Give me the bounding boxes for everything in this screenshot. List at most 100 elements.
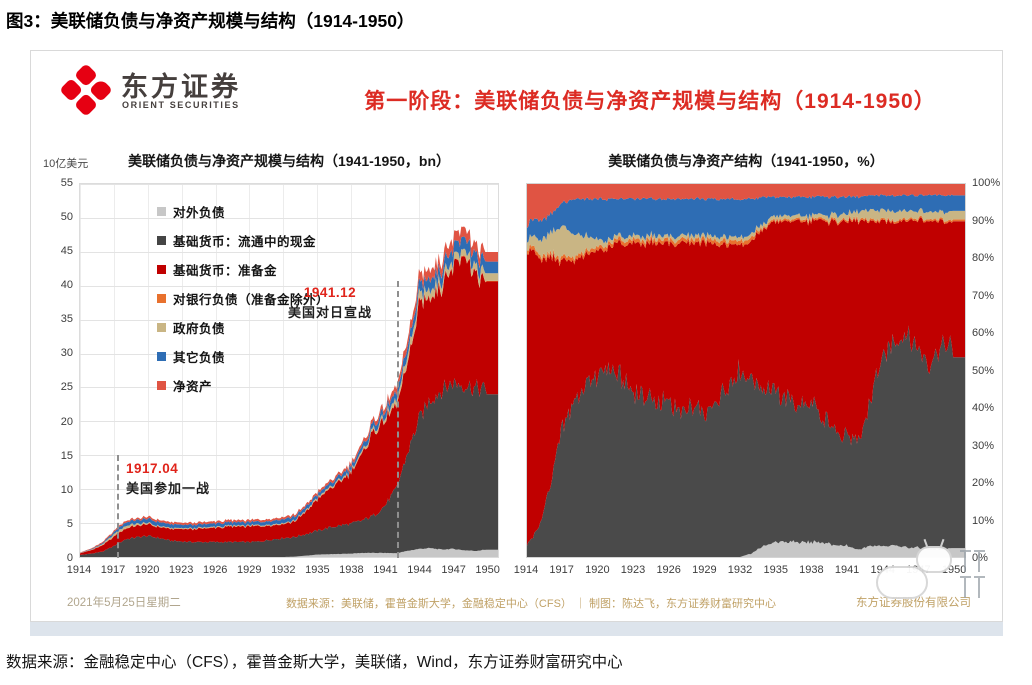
x-tick-label: 1941 [373,564,398,576]
slide-heading: 第一阶段：美联储负债与净资产规模与结构（1914-1950） [364,90,936,113]
x-tick-label: 1935 [305,564,330,576]
x-tick-label: 1917 [100,564,126,576]
legend-item: 净资产 [157,371,329,400]
x-tick-label: 1926 [656,564,681,576]
y-tick-label: 30 [60,347,73,360]
x-tick-label: 1932 [727,564,753,576]
annotation-1941-text: 美国对日宣战 [287,305,372,320]
legend-item: 对银行负债（准备金除外） [157,284,329,313]
y-tick-label: 15 [60,449,73,462]
y-tick-label: 10 [60,483,73,496]
data-source-caption: 数据来源：金融稳定中心（CFS），霍普金斯大学，美联储，Wind，东方证券财富研… [6,654,623,671]
y-tick-label: 0 [66,551,73,564]
legend-item: 基础货币：准备金 [157,255,329,284]
slide: 东方证券 ORIENT SECURITIES 第一阶段：美联储负债与净资产规模与… [30,50,1003,622]
left-x-axis: 1914 1917 1920 1923 1926 1929 1932 1935 1938 1941… [67,564,500,578]
x-tick-label: 1920 [585,564,610,576]
legend-item: 其它负债 [157,342,329,371]
x-tick-label: 1926 [202,564,228,576]
legend-swatch [157,323,166,332]
logo-name-cn: 东方证券 [121,72,241,102]
y-tick-label: 80% [972,252,995,264]
x-tick-label: 1920 [134,564,160,576]
x-tick-label: 1929 [692,564,717,576]
legend-swatch [157,236,166,245]
orient-securities-logo-icon [59,63,113,117]
x-tick-label: 1935 [763,564,788,576]
chart-left-title: 美联储负债与净资产规模与结构（1941-1950，bn） [127,153,451,169]
annotation-1917-text: 美国参加一战 [126,481,211,496]
event-line-1941 [397,281,399,558]
legend-item: 基础货币：流通中的现金 [157,226,329,255]
stacked-area-canvas-right [527,184,965,557]
left-y-axis: 55 50 45 40 35 30 25 20 15 10 5 0 [37,176,73,565]
slide-source-credit: 数据来源：美联储，霍普金斯大学，金融稳定中心（CFS） ｜ 制图：陈达飞，东方证… [285,598,777,610]
y-tick-label: 20 [60,415,73,428]
y-tick-label: 70% [972,289,995,302]
legend-label: 对外负债 [173,206,226,220]
watermark-mascot [876,544,1001,619]
x-tick-label: 1929 [237,564,262,576]
annotation-1917-date: 1917.04 [126,461,179,476]
y-tick-label: 45 [60,245,73,258]
y-tick-label: 35 [60,313,73,326]
x-tick-label: 1938 [799,564,824,576]
legend-label: 政府负债 [173,322,226,336]
figure-title: 图3：美联储负债与净资产规模与结构（1914-1950） [6,11,415,31]
legend-label: 基础货币：流通中的现金 [173,235,317,249]
watermark-tv-icon [916,546,952,573]
legend-swatch [157,265,166,274]
legend-item: 政府负债 [157,313,329,342]
logo-name-en: ORIENT SECURITIES [122,100,240,110]
slide-date: 2021年5月25日星期二 [67,597,181,609]
event-line-1917 [117,455,119,558]
x-tick-label: 1947 [441,564,466,576]
x-tick-label: 1944 [407,564,432,576]
y-tick-label: 90% [972,214,995,227]
annotation-1941-date: 1941.12 [303,285,357,300]
chart-legend: 对外负债基础货币：流通中的现金 基础货币：准备金对银行负债（准备金除外） 政府负债其… [157,197,329,400]
y-tick-label: 60% [972,327,995,339]
watermark-glyphs [958,550,988,598]
x-tick-label: 1923 [620,564,646,576]
slide-company-name: 东方证券股份有限公司 [856,597,971,609]
slide-edge-strip [30,622,1003,636]
chart-right-title: 美联储负债与净资产结构（1941-1950，%） [608,153,884,169]
legend-swatch [157,381,166,390]
watermark-bubble-icon [876,566,928,599]
x-tick-label: 1932 [271,564,296,576]
y-tick-label: 40% [972,402,995,414]
y-tick-label: 5 [66,517,73,530]
legend-label: 基础货币：准备金 [173,264,278,278]
legend-swatch [157,207,166,216]
annotation-1917: 1917.04 美国参加一战 [126,459,266,499]
legend-swatch [157,294,166,303]
y-tick-label: 40 [60,279,73,292]
legend-item: 对外负债 [157,197,329,226]
x-tick-label: 1941 [834,564,860,576]
annotation-1941: 1941.12 美国对日宣战 [267,283,393,323]
legend-swatch [157,352,166,361]
y-tick-label: 20% [972,477,995,489]
y-tick-label: 100% [972,177,1001,189]
stacked-area-canvas-left [80,184,498,557]
legend-label: 净资产 [173,380,213,394]
y-tick-label: 50% [972,364,995,377]
y-tick-label: 25 [60,381,73,394]
x-tick-label: 1914 [513,564,539,576]
right-y-axis: 100%90%80%70%60%50%40%30%20%10%0% [972,176,1008,565]
chart-right-plot [526,183,966,558]
x-tick-label: 1923 [168,564,194,576]
y-tick-label: 10% [972,514,995,527]
x-tick-label: 1938 [339,564,364,576]
x-tick-label: 1914 [66,564,92,576]
legend-label: 其它负债 [173,351,226,365]
x-tick-label: 1950 [475,564,500,576]
y-tick-label: 50 [60,211,73,224]
legend-label: 对银行负债（准备金除外） [173,293,330,307]
y-axis-unit-label: 10亿美元 [43,158,89,170]
x-tick-label: 1917 [549,564,574,576]
y-tick-label: 55 [60,177,73,189]
chart-left-plot [79,183,499,558]
